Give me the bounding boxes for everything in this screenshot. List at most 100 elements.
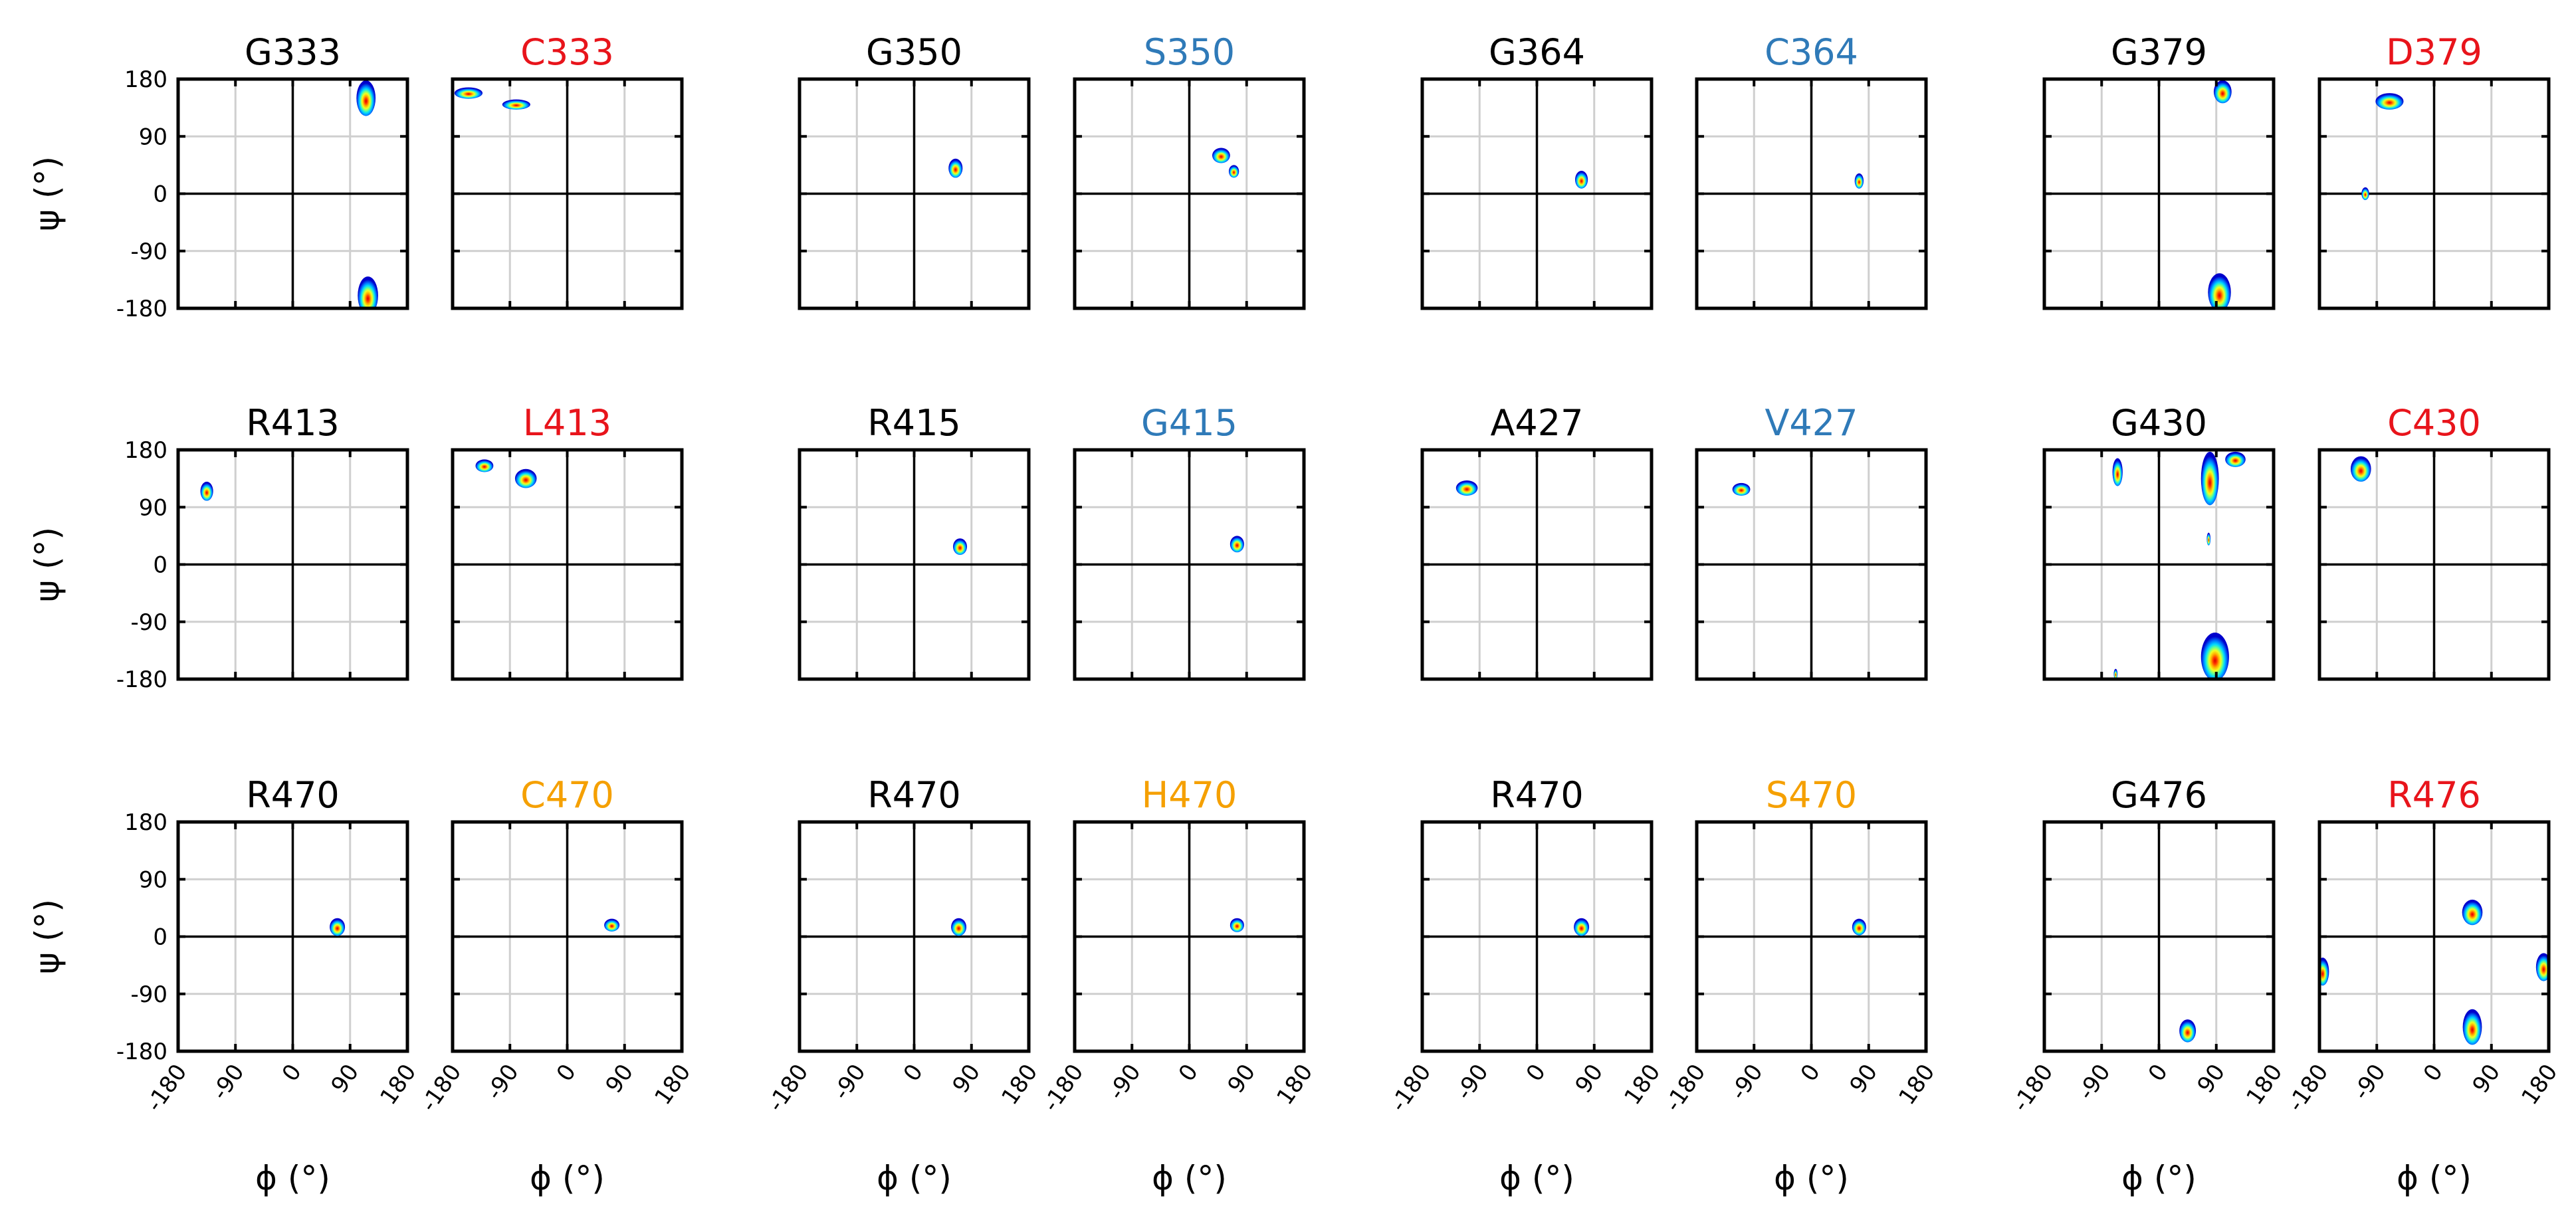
panel-7: G379 — [2042, 31, 2276, 310]
panel-title: G476 — [2111, 774, 2207, 816]
panels-layer: G333 -180 -90 0 90 180 ψ (°) C333 G350 S350 G364 C3… — [28, 31, 2563, 1197]
x-tick-label: -90 — [207, 1059, 250, 1104]
panel-20: H470 -180 -90 0 90 180 ϕ (°) — [1037, 774, 1318, 1197]
density-blob — [2361, 187, 2369, 201]
x-axis-label: ϕ (°) — [530, 1159, 605, 1197]
x-tick-label: -180 — [2007, 1059, 2058, 1116]
panel-21: R470 -180 -90 0 90 180 ϕ (°) — [1385, 774, 1665, 1197]
x-tick-label: -90 — [1103, 1059, 1146, 1104]
density-layer — [948, 158, 963, 178]
density-layer — [2112, 451, 2246, 679]
x-tick-label: 0 — [1521, 1059, 1551, 1086]
panel-title: L413 — [523, 402, 611, 444]
y-tick-label: 180 — [124, 66, 167, 93]
density-layer — [951, 918, 967, 936]
panel-22: S470 -180 -90 0 90 180 ϕ (°) — [1660, 774, 1940, 1197]
density-layer — [1230, 918, 1244, 932]
panel-2: C333 — [451, 31, 684, 310]
panel-9: R413 -180 -90 0 90 180 ψ (°) — [28, 402, 409, 693]
x-tick-label: 180 — [2241, 1059, 2288, 1110]
y-tick-label: -90 — [130, 609, 167, 636]
density-blob — [454, 87, 483, 99]
y-axis-label: ψ (°) — [28, 899, 66, 974]
x-tick-label: 90 — [1223, 1059, 1261, 1098]
panel-title: G379 — [2111, 31, 2207, 73]
x-axis-label: ϕ (°) — [877, 1159, 952, 1197]
y-tick-label: 90 — [139, 124, 167, 150]
density-layer — [1854, 173, 1864, 189]
panel-title: C430 — [2387, 402, 2481, 444]
panel-title: S350 — [1144, 31, 1235, 73]
density-blob — [2179, 1019, 2197, 1043]
x-tick-label: 180 — [1271, 1059, 1318, 1110]
density-blob — [2225, 451, 2246, 467]
panel-title: A427 — [1490, 402, 1583, 444]
panel-title: C470 — [520, 774, 614, 816]
density-blob — [1575, 171, 1588, 189]
density-blob — [948, 158, 963, 178]
x-tick-label: 90 — [2468, 1059, 2506, 1098]
x-tick-label: 180 — [1893, 1059, 1940, 1110]
panel-title: R470 — [867, 774, 961, 816]
density-blob — [2350, 456, 2371, 482]
panel-12: G415 — [1073, 402, 1306, 681]
panel-19: R470 -180 -90 0 90 180 ϕ (°) — [762, 774, 1043, 1197]
panel-1: G333 -180 -90 0 90 180 ψ (°) — [28, 31, 409, 322]
x-tick-label: 90 — [1845, 1059, 1883, 1098]
density-layer — [2319, 899, 2549, 1045]
density-blob — [2375, 93, 2404, 110]
density-layer — [356, 80, 378, 308]
panel-18: C470 -180 -90 0 90 180 ϕ (°) — [415, 774, 696, 1197]
x-tick-label: -180 — [1385, 1059, 1436, 1116]
x-tick-label: 0 — [1796, 1059, 1826, 1086]
density-blob — [1574, 918, 1590, 936]
density-layer — [1212, 148, 1239, 178]
x-tick-label: -180 — [141, 1059, 192, 1116]
panel-title: H470 — [1142, 774, 1237, 816]
panel-title: D379 — [2386, 31, 2482, 73]
panel-title: G333 — [245, 31, 341, 73]
panel-5: G364 — [1420, 31, 1654, 310]
density-layer — [1230, 536, 1244, 553]
panel-title: V427 — [1765, 402, 1858, 444]
x-axis-label: ϕ (°) — [2121, 1159, 2197, 1197]
panel-title: R470 — [246, 774, 340, 816]
x-tick-label: -180 — [415, 1059, 467, 1116]
x-tick-label: -180 — [1660, 1059, 1711, 1116]
panel-3: G350 — [798, 31, 1031, 310]
panel-6: C364 — [1695, 31, 1928, 310]
x-tick-label: 0 — [2418, 1059, 2448, 1086]
y-axis-label: ψ (°) — [28, 156, 66, 231]
density-blob — [514, 468, 537, 488]
density-layer — [2361, 93, 2404, 201]
density-blob — [1230, 918, 1244, 932]
y-tick-label: -90 — [130, 239, 167, 265]
density-blob — [2112, 458, 2123, 486]
x-tick-label: 90 — [601, 1059, 639, 1098]
x-tick-label: 90 — [326, 1059, 365, 1098]
panel-title: S470 — [1766, 774, 1857, 816]
density-layer — [2350, 456, 2371, 482]
density-blob — [475, 459, 494, 472]
density-blob — [2535, 953, 2549, 981]
panel-title: R470 — [1490, 774, 1584, 816]
y-tick-label: -180 — [116, 1039, 167, 1065]
density-blob — [951, 918, 967, 936]
x-tick-label: 90 — [2193, 1059, 2231, 1098]
panel-title: C333 — [520, 31, 614, 73]
density-blob — [502, 99, 530, 110]
panel-title: R413 — [246, 402, 340, 444]
x-tick-label: -90 — [2348, 1059, 2391, 1104]
x-tick-label: 180 — [1619, 1059, 1665, 1110]
density-blob — [1228, 165, 1239, 178]
panel-17: R470 -180 -90 0 90 180 ψ (°) -180 -90 0 90 180 ϕ (°) — [28, 774, 421, 1197]
density-layer — [1575, 171, 1588, 189]
x-tick-label: -90 — [1725, 1059, 1769, 1104]
x-tick-label: 180 — [649, 1059, 696, 1110]
panel-16: C430 — [2317, 402, 2551, 681]
x-tick-label: 180 — [996, 1059, 1043, 1110]
density-layer — [1852, 918, 1866, 936]
x-axis-label: ϕ (°) — [1774, 1159, 1849, 1197]
panel-14: V427 — [1695, 402, 1928, 681]
